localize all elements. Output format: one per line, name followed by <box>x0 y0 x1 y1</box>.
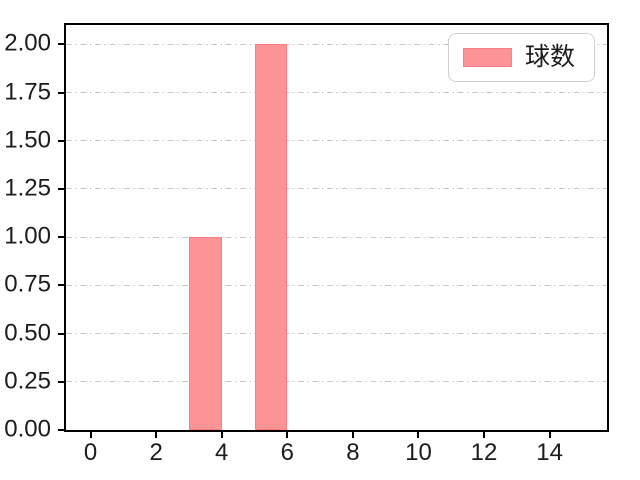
y-tick-mark <box>58 91 64 94</box>
y-gridline <box>66 381 607 383</box>
y-gridline <box>66 188 607 190</box>
plot-area <box>64 23 609 432</box>
bar <box>188 237 222 430</box>
x-tick-mark <box>483 432 486 438</box>
y-tick-label: 2.00 <box>4 29 51 57</box>
x-tick-mark <box>351 432 354 438</box>
x-tick-mark <box>155 432 158 438</box>
bar <box>254 44 288 430</box>
legend: 球数 <box>448 33 595 82</box>
x-tick-label: 12 <box>470 439 498 466</box>
x-tick-label: 2 <box>149 439 163 466</box>
y-tick-label: 1.75 <box>4 78 51 106</box>
x-tick-mark <box>286 432 289 438</box>
y-tick-mark <box>58 332 64 335</box>
y-tick-mark <box>58 139 64 142</box>
legend-swatch-icon <box>463 48 512 67</box>
y-tick-label: 0.00 <box>4 415 51 443</box>
y-gridline <box>66 92 607 93</box>
y-axis: 0.00 0.25 0.50 0.75 1.00 1.25 1.50 1.75 2.00 <box>0 25 64 441</box>
y-tick-label: 0.25 <box>4 367 51 395</box>
x-tick-mark <box>417 432 420 438</box>
x-tick-mark <box>220 432 223 438</box>
x-tick-label: 4 <box>215 439 229 466</box>
x-tick-label: 0 <box>83 439 98 466</box>
y-tick-label: 1.00 <box>4 222 51 250</box>
y-gridline <box>66 284 607 286</box>
y-gridline <box>66 236 607 238</box>
y-tick-label: 0.75 <box>4 270 51 298</box>
x-tick-mark <box>548 432 551 438</box>
y-gridline <box>66 43 607 45</box>
y-tick-mark <box>58 236 64 239</box>
x-tick-label: 6 <box>280 439 294 466</box>
x-tick-label: 10 <box>405 439 432 466</box>
y-gridline <box>66 140 607 142</box>
y-tick-label: 1.25 <box>4 174 51 202</box>
legend-label: 球数 <box>525 43 576 71</box>
y-tick-mark <box>58 43 64 46</box>
y-gridline <box>66 333 607 335</box>
x-tick-label: 8 <box>346 439 360 466</box>
y-tick-label: 0.50 <box>4 319 51 347</box>
y-tick-label: 1.50 <box>4 126 51 154</box>
y-tick-mark <box>58 380 64 383</box>
y-tick-mark <box>58 284 64 287</box>
y-tick-mark <box>58 187 64 190</box>
y-tick-mark <box>58 429 64 431</box>
x-tick-label: 14 <box>536 439 563 466</box>
x-axis: 0 2 4 6 8 10 12 14 <box>66 432 607 474</box>
x-tick-mark <box>89 432 92 438</box>
